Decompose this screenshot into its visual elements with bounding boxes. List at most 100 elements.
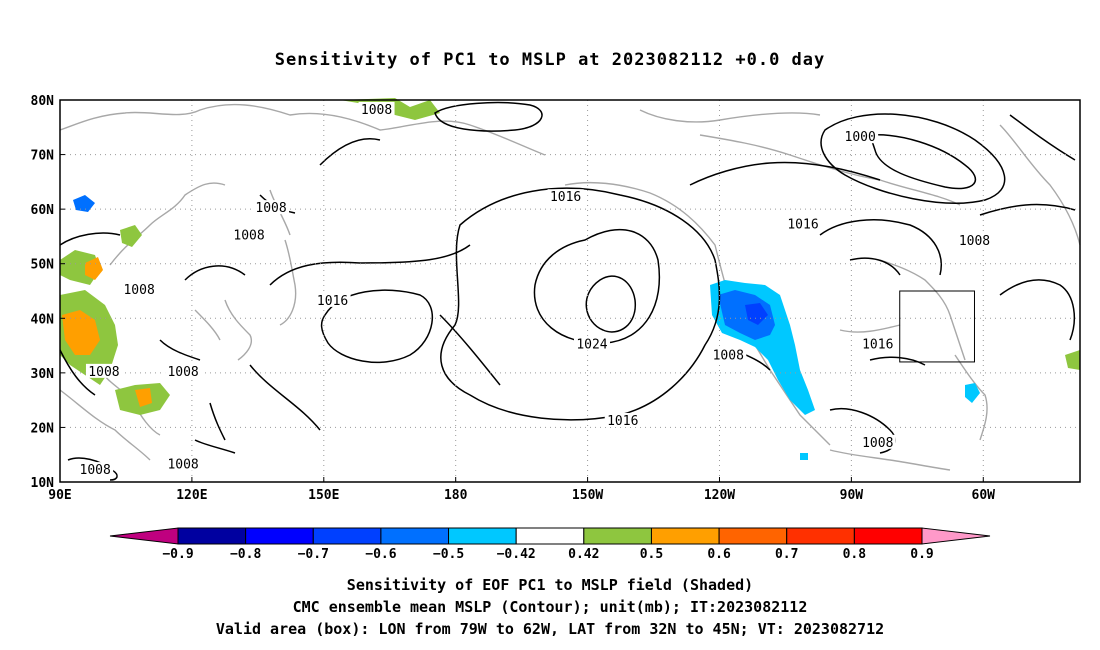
colorbar-cell [853, 527, 923, 545]
contour-label: 1008 [167, 458, 198, 473]
orange-patch-sw [135, 388, 152, 407]
mslp-contours [59, 101, 1076, 481]
contour-label-bg [547, 189, 584, 204]
colorbar-high-triangle [921, 527, 991, 545]
deep-blue-core [745, 303, 768, 325]
colorbar-cell [650, 527, 720, 545]
colorbar-label: 0.6 [707, 547, 731, 562]
longitude-label: 150E [308, 488, 339, 503]
coastlines [59, 103, 1081, 471]
colorbar-cell [380, 527, 450, 545]
valid-area-box [899, 290, 975, 363]
green-patch-east [1065, 350, 1080, 370]
colorbar-cells [109, 527, 991, 545]
contour-label-bg [165, 456, 202, 471]
contour-label: 1016 [550, 190, 581, 205]
longitude-labels: 90E 120E 150E 180 150W 120W 90W 60W [48, 477, 995, 503]
latitude-label: 80N [31, 94, 55, 109]
blue-patch-nw [73, 195, 95, 212]
contour-label-bg [785, 216, 822, 231]
contour-label-bg [85, 363, 122, 378]
map-panel: 1008 1000 1008 1008 1016 1016 1008 1008 1016 1024… [0, 85, 1100, 505]
contour-label-bg [77, 462, 114, 477]
green-patch-nw [120, 225, 142, 247]
longitude-label: 150W [572, 488, 603, 503]
colorbar-label: −0.8 [230, 547, 261, 562]
colorbar-label: −0.5 [433, 547, 464, 562]
colorbar-cell [786, 527, 855, 545]
shaded-sensitivity [60, 98, 1080, 460]
contour-label-bg [231, 227, 268, 242]
colorbar-low-triangle [109, 527, 179, 545]
latitude-label: 10N [31, 476, 55, 491]
colorbar-cell [718, 527, 788, 545]
latitude-label: 60N [31, 203, 55, 218]
contour-label-bg [710, 347, 747, 362]
contour-label: 1008 [233, 228, 264, 243]
colorbar-cell [245, 527, 314, 545]
graticule [60, 100, 1080, 482]
longitude-label: 120W [704, 488, 735, 503]
contour-label: 1008 [361, 103, 392, 118]
caption-line-2: CMC ensemble mean MSLP (Contour); unit(m… [292, 598, 808, 616]
contour-label: 1008 [167, 365, 198, 380]
contour-label: 1000 [845, 130, 876, 145]
colorbar-label: −0.9 [162, 547, 193, 562]
latitude-labels: 80N 70N 60N 50N 40N 30N 20N 10N [31, 94, 65, 491]
contour-label: 1016 [607, 414, 638, 429]
colorbar-labels: −0.9 −0.8 −0.7 −0.6 −0.5 −0.42 0.42 0.5 0.6 0.7 0.… [162, 547, 933, 562]
contour-label-bg [956, 232, 993, 247]
orange-patch-west [62, 310, 100, 355]
contour-label-bg [573, 336, 610, 351]
contour-label-bg [842, 129, 879, 144]
colorbar-label: −0.42 [497, 547, 536, 562]
colorbar-cell [583, 527, 652, 545]
caption-line-3: Valid area (box): LON from 79W to 62W, L… [215, 620, 885, 638]
colorbar-label: 0.9 [910, 547, 933, 562]
colorbar-label: 0.7 [775, 547, 798, 562]
latitude-label: 50N [31, 258, 55, 273]
contour-label-bg [253, 200, 290, 215]
latitude-label: 20N [31, 421, 55, 436]
longitude-label: 90W [840, 488, 864, 503]
contour-label: 1024 [576, 338, 607, 353]
colorbar-label: −0.7 [298, 547, 329, 562]
caption: Sensitivity of EOF PC1 to MSLP field (Sh… [0, 574, 1100, 640]
contour-label: 1008 [88, 365, 119, 380]
contour-label: 1008 [862, 436, 893, 451]
contour-label-bg [121, 282, 158, 296]
latitude-label: 70N [31, 149, 55, 164]
colorbar-label: 0.5 [640, 547, 663, 562]
longitude-label: 90E [48, 488, 71, 503]
contour-label-bg [358, 101, 395, 116]
colorbar-label: −0.6 [365, 547, 396, 562]
contour-label: 1008 [255, 201, 286, 216]
longitude-label: 120E [176, 488, 207, 503]
contour-label: 1008 [80, 463, 111, 478]
orange-patch-west-2 [85, 257, 103, 280]
contour-label: 1008 [713, 348, 744, 363]
latitude-label: 30N [31, 367, 55, 382]
contour-label-bg [314, 292, 351, 307]
colorbar-cell [448, 527, 517, 545]
colorbar-cell [515, 527, 585, 545]
contour-label-bg [165, 363, 202, 378]
contour-label: 1016 [862, 338, 893, 353]
colorbar: −0.9 −0.8 −0.7 −0.6 −0.5 −0.42 0.42 0.5 0.6 0.7 0.… [109, 527, 991, 562]
colorbar-cell [177, 527, 247, 545]
contour-label: 1016 [317, 294, 348, 309]
cyan-patch-atlantic [965, 383, 980, 403]
colorbar-cell [312, 527, 382, 545]
contour-label: 1008 [123, 283, 154, 298]
cyan-dot-south [800, 453, 808, 460]
map-svg: 1008 1000 1008 1008 1016 1016 1008 1008 1016 1024… [31, 94, 1081, 503]
contour-label: 1016 [787, 218, 818, 233]
contour-label-bg [859, 336, 896, 351]
blue-patch-west-coast [718, 290, 775, 340]
contour-label-bg [604, 412, 641, 427]
longitude-label: 180 [444, 488, 468, 503]
plot-title: Sensitivity of PC1 to MSLP at 2023082112… [274, 50, 826, 70]
contour-label: 1008 [959, 234, 990, 249]
longitude-label: 60W [972, 488, 996, 503]
colorbar-label: 0.8 [843, 547, 867, 562]
